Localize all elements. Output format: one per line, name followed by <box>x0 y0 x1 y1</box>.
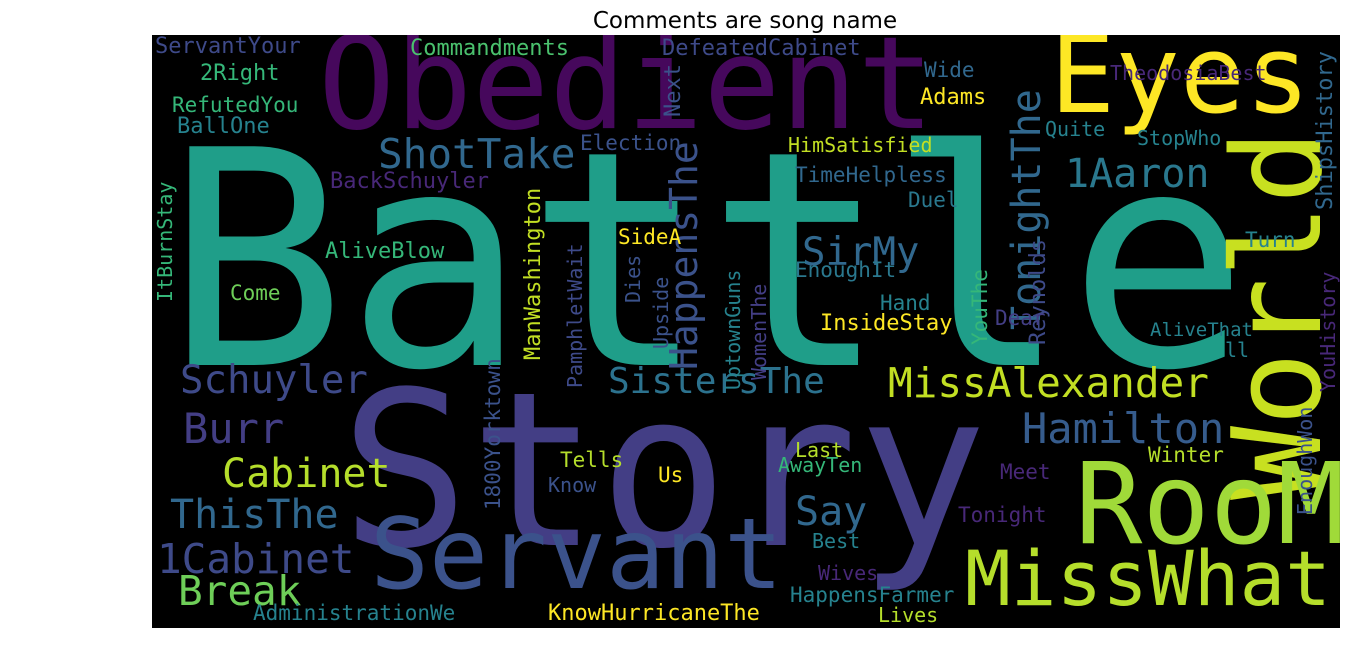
word: RefutedYou <box>172 93 298 117</box>
word: AdministrationWe <box>253 601 455 625</box>
word: ThisThe <box>170 492 339 538</box>
word: UptownGuns <box>721 270 745 390</box>
word: Cabinet <box>222 451 391 497</box>
word: RooM <box>1075 440 1345 570</box>
word: Dear <box>995 306 1046 330</box>
word: AliveBlow <box>325 239 445 264</box>
word: Winter <box>1148 443 1224 467</box>
word: Say <box>795 489 867 535</box>
word: ShotTake <box>378 130 575 178</box>
word: TonightThe <box>1004 89 1050 330</box>
word: Hamilton <box>1022 404 1224 453</box>
word: Eyes <box>1050 13 1310 138</box>
word: Schuyler <box>180 358 368 403</box>
chart-title: Comments are song name <box>593 8 897 34</box>
word: Wide <box>924 58 975 82</box>
word: StopWho <box>1137 126 1221 150</box>
word: InsideStay <box>820 311 952 336</box>
word: SirMy <box>802 230 919 275</box>
word: DefeatedCabinet <box>662 36 861 61</box>
word: Us <box>658 463 683 487</box>
word: WomenThe <box>747 284 771 380</box>
word: BackSchuyler <box>330 169 489 194</box>
word: World <box>1207 130 1350 500</box>
word: BallOne <box>177 114 270 139</box>
word: Meet <box>1000 460 1051 484</box>
word: AliveThat <box>1150 319 1253 341</box>
word: ServantYour <box>155 34 301 59</box>
word: MissAlexander <box>888 359 1209 407</box>
word: Tonight <box>958 503 1047 527</box>
word: ItBurnStay <box>153 182 177 302</box>
word: Quite <box>1045 117 1105 141</box>
word: EnoughIt <box>795 258 896 282</box>
word: Duel <box>908 188 959 212</box>
word: HappensFarmer <box>790 583 954 607</box>
word: 1Aaron <box>1065 151 1210 197</box>
word: Break <box>178 567 302 615</box>
word: Reynolds <box>1026 239 1051 345</box>
word: ll <box>1225 338 1249 362</box>
word: Election <box>580 131 681 155</box>
word: PamphletWait <box>563 244 587 389</box>
word: KnowHurricaneThe <box>548 601 760 626</box>
word: Battle <box>165 87 1249 436</box>
word: Come <box>230 281 281 305</box>
word: ManWashington <box>521 188 546 360</box>
word: YouThe <box>968 269 992 345</box>
word: Adams <box>920 85 986 110</box>
word: Dies <box>621 255 645 303</box>
word: Tells <box>560 448 623 472</box>
word: SistersThe <box>608 361 825 402</box>
word: Burr <box>183 404 284 453</box>
word: Upside <box>649 277 673 349</box>
word: ShipsHistory <box>1313 51 1338 210</box>
word: Commandments <box>410 36 569 61</box>
word: TheodosiaBest <box>1110 61 1267 85</box>
word: AwayTen <box>778 453 862 477</box>
word: Last <box>795 438 843 462</box>
word: Hand <box>880 291 931 315</box>
word: HimSatisfied <box>788 133 933 157</box>
word: YouHistory <box>1316 272 1340 392</box>
word: 2Right <box>200 61 279 86</box>
word: Next <box>661 64 686 117</box>
word: 1Cabinet <box>157 535 354 583</box>
word: EnoughWon <box>1293 407 1317 515</box>
word: TimeHelpless <box>795 163 947 187</box>
word: Know <box>548 473 597 497</box>
word: 1800Yorktown <box>481 358 505 510</box>
word: Turn <box>1245 228 1296 252</box>
word: Servant <box>370 498 783 612</box>
word: Wives <box>818 561 878 585</box>
word: Best <box>812 529 860 553</box>
word: HappensThe <box>662 141 706 370</box>
word: Story <box>340 345 987 596</box>
word: SideA <box>618 225 682 249</box>
word: Obedient <box>318 10 935 159</box>
word: Lives <box>878 603 938 627</box>
word: MissWhat <box>965 534 1331 623</box>
cloud-background <box>152 35 1340 628</box>
